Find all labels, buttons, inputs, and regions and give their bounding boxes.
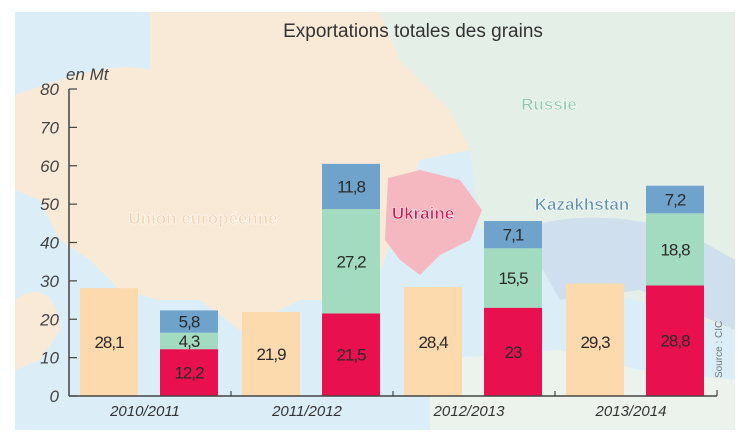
y-tick-label: 50	[40, 195, 59, 214]
data-label: 15,5	[498, 269, 528, 288]
bar-ukraine-2010-2011	[160, 349, 218, 396]
bar-kazakhstan-2012-2013	[484, 221, 542, 249]
bar-russie-2011-2012	[322, 209, 380, 314]
y-tick-label: 10	[40, 349, 59, 368]
bar-union-europ-enne-2010-2011	[80, 288, 138, 396]
x-tick-label: 2011/2012	[271, 403, 342, 420]
y-tick-label: 0	[50, 387, 60, 406]
data-label: 7,2	[665, 191, 686, 210]
data-label: 7,1	[503, 226, 524, 245]
data-label: 18,8	[660, 240, 690, 259]
bar-kazakhstan-2010-2011	[160, 310, 218, 333]
bar-union-europ-enne-2012-2013	[404, 287, 462, 396]
bar-kazakhstan-2011-2012	[322, 163, 380, 210]
bar-russie-2012-2013	[484, 248, 542, 308]
region-label-ukraine: Ukraine	[392, 204, 454, 223]
bar-russie-2010-2011	[160, 332, 218, 350]
data-label: 29,3	[580, 333, 610, 352]
data-label: 28,1	[94, 333, 124, 352]
y-tick-label: 40	[40, 234, 59, 253]
y-tick-label: 30	[40, 272, 59, 291]
data-label: 5,8	[179, 313, 200, 332]
data-label: 11,8	[337, 177, 365, 196]
region-labels: Union européenne Ukraine Russie Kazakhstan	[128, 95, 629, 229]
y-tick-label: 20	[39, 310, 59, 329]
bar-russie-2013-2014	[646, 213, 704, 286]
bar-ukraine-2011-2012	[322, 313, 380, 396]
y-axis-label: en Mt	[66, 65, 110, 84]
region-label-russie: Russie	[521, 95, 577, 114]
region-label-kazakhstan: Kazakhstan	[535, 195, 629, 214]
y-tick-label: 80	[40, 80, 59, 99]
data-label: 28,4	[418, 333, 448, 352]
plot-area: Exportations totales des grains en Mt 28,1…	[39, 21, 725, 420]
bar-union-europ-enne-2013-2014	[566, 283, 624, 396]
bar-ukraine-2012-2013	[484, 307, 542, 396]
source-note: Source : CIC	[714, 321, 725, 378]
chart-title: Exportations totales des grains	[283, 21, 543, 42]
data-label: 23	[505, 343, 522, 362]
data-label: 12,2	[174, 364, 204, 383]
x-tick-label: 2013/2014	[595, 403, 667, 420]
y-tick-label: 70	[40, 118, 59, 137]
bar-ukraine-2013-2014	[646, 285, 704, 396]
x-tick-label: 2012/2013	[433, 403, 506, 420]
region-label-union-europ-enne: Union européenne	[128, 209, 277, 228]
data-label: 21,5	[336, 346, 366, 365]
data-label: 21,9	[256, 345, 286, 364]
data-label: 28,8	[660, 331, 690, 350]
bar-union-europ-enne-2011-2012	[242, 311, 300, 396]
bar-kazakhstan-2013-2014	[646, 185, 704, 214]
y-tick-label: 60	[40, 157, 59, 176]
data-label: 27,2	[336, 252, 366, 271]
x-tick-label: 2010/2011	[109, 403, 180, 420]
data-label: 4,3	[179, 332, 200, 351]
